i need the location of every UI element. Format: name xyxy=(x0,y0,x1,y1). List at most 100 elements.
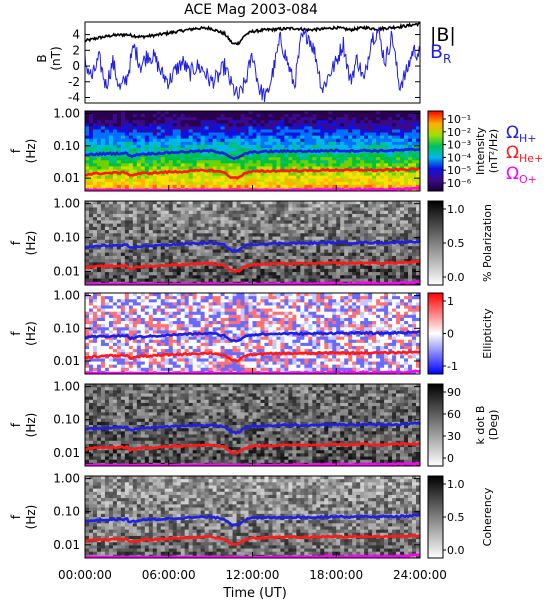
spectrogram-cell xyxy=(364,220,369,225)
spectrogram-cell xyxy=(148,217,154,221)
spectrogram-cell xyxy=(340,178,345,183)
spectrogram-cell xyxy=(316,151,321,155)
spectrogram-cell xyxy=(108,296,114,300)
spectrogram-cell xyxy=(132,239,138,244)
spectrogram-cell xyxy=(316,184,321,189)
b-total-line xyxy=(84,21,421,46)
spectrogram-cell xyxy=(148,259,154,263)
spectrogram-cell xyxy=(88,324,94,328)
spectrogram-cell xyxy=(116,259,122,263)
spectrogram-cell xyxy=(148,138,154,143)
omega-he-line xyxy=(84,259,421,273)
spectrogram-cell xyxy=(120,317,126,322)
spectrogram-cell xyxy=(148,230,154,234)
spectrogram-cell xyxy=(180,272,186,276)
spectrogram-cell xyxy=(152,178,158,183)
spectrogram-cell xyxy=(348,268,353,273)
spectrogram-cell xyxy=(120,207,126,212)
spectrogram-cell xyxy=(316,114,321,118)
spectrogram-cell xyxy=(408,169,413,173)
spectrogram-cell xyxy=(400,262,405,267)
spectrogram-cell xyxy=(292,144,297,149)
spectrogram-cell xyxy=(372,141,377,146)
spectrogram-cell xyxy=(276,275,281,279)
spectrogram-cell xyxy=(232,230,237,234)
spectrogram-cell xyxy=(352,252,357,257)
spectrogram-cell xyxy=(308,275,313,279)
spectrogram-cell xyxy=(392,243,397,247)
spectrogram-cell xyxy=(124,154,130,158)
spectrogram-cell xyxy=(320,246,325,250)
spectrogram-cell xyxy=(216,178,221,183)
spectrogram-cell xyxy=(320,230,325,234)
spectrogram-cell xyxy=(104,336,110,341)
spectrogram-cell xyxy=(104,201,110,205)
spectrogram-cell xyxy=(100,223,106,228)
spectrogram-cell xyxy=(136,349,142,353)
spectrogram-cell xyxy=(328,210,333,215)
spectrogram-cell xyxy=(240,166,245,170)
spectrogram-cell xyxy=(292,141,297,146)
spectrogram-cell xyxy=(324,249,329,254)
spectrogram-cell xyxy=(348,246,353,250)
spectrogram-cell xyxy=(412,226,417,231)
spectrogram-cell xyxy=(340,272,345,276)
spectrogram-cell xyxy=(152,246,158,250)
spectrogram-cell xyxy=(148,144,154,149)
spectrogram-cell xyxy=(404,111,409,115)
spectrogram-cell xyxy=(92,114,98,118)
spectrogram-cell xyxy=(85,358,90,362)
spectrogram-cell xyxy=(184,126,190,130)
spectrogram-cell xyxy=(368,204,373,208)
spectrogram-cell xyxy=(172,210,178,215)
spectrogram-cell xyxy=(300,252,305,257)
spectrogram-cell xyxy=(372,132,377,137)
spectrogram-cell xyxy=(184,210,190,215)
spectrogram-cell xyxy=(288,210,293,215)
spectrogram-cell xyxy=(216,207,221,212)
spectrogram-cell xyxy=(92,330,98,334)
spectrogram-cell xyxy=(320,135,325,140)
spectrogram-cell xyxy=(380,172,385,177)
spectrogram-cell xyxy=(104,275,110,279)
spectrogram-cell xyxy=(408,132,413,137)
spectrogram-cell xyxy=(248,223,253,228)
spectrogram-cell xyxy=(200,154,206,158)
spectrogram-cell xyxy=(188,213,194,218)
spectrogram-cell xyxy=(184,114,190,118)
spectrogram-cell xyxy=(324,233,329,237)
spectrogram-cell xyxy=(148,352,154,356)
spectrogram-cell xyxy=(112,302,118,306)
spectrogram-cell xyxy=(208,246,214,250)
spectrogram-cell xyxy=(380,157,385,161)
spectrogram-cell xyxy=(348,117,353,121)
spectrogram-cell xyxy=(300,163,305,167)
spectrogram-cell xyxy=(328,217,333,221)
spectrogram-cell xyxy=(100,226,106,231)
spectrogram-cell xyxy=(348,129,353,133)
spectrogram-cell xyxy=(308,265,313,270)
spectrogram-cell xyxy=(336,233,341,237)
spectrogram-cell xyxy=(352,223,357,228)
spectrogram-cell xyxy=(140,367,146,372)
spectrogram-cell xyxy=(372,114,377,118)
spectrogram-cell xyxy=(280,114,285,118)
spectrogram-cell xyxy=(100,233,106,237)
spectrogram-cell xyxy=(248,163,253,167)
spectrogram-cell xyxy=(192,230,198,234)
spectrogram-cell xyxy=(224,236,229,241)
spectrogram-cell xyxy=(176,255,182,260)
spectrogram-cell xyxy=(264,252,269,257)
spectrogram-cell xyxy=(200,181,206,186)
spectrogram-cell xyxy=(156,302,162,306)
spectrogram-cell xyxy=(416,144,421,149)
spectrogram-cell xyxy=(268,172,273,177)
spectrogram-cell xyxy=(280,278,285,283)
spectrogram-cell xyxy=(180,135,186,140)
spectrogram-cell xyxy=(104,333,110,338)
spectrogram-cell xyxy=(364,138,369,143)
spectrogram-cell xyxy=(304,147,309,152)
spectrogram-cell xyxy=(188,268,194,273)
spectrogram-cell xyxy=(384,259,389,263)
spectrogram-cell xyxy=(144,339,150,344)
